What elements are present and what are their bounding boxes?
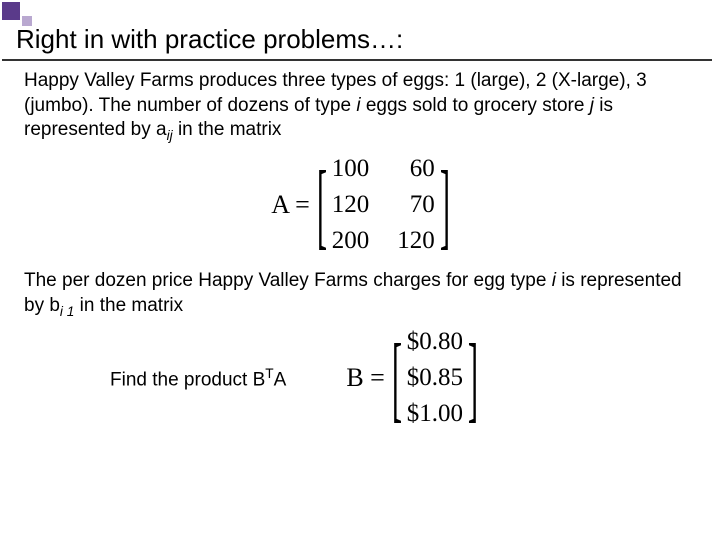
cell: 120 [332, 191, 370, 219]
matrix-a-block: A = [ 100 60 120 70 200 120 ] [0, 155, 720, 255]
subscript-i1: i 1 [60, 303, 74, 318]
problem-paragraph-2: The per dozen price Happy Valley Farms c… [0, 261, 720, 320]
cell: 200 [332, 227, 370, 255]
cell: $0.85 [407, 364, 463, 392]
cell: 100 [332, 155, 370, 183]
text: Find the product B [110, 369, 265, 390]
corner-square-small [22, 16, 32, 26]
text: A [274, 369, 287, 390]
bottom-row: Find the product BTA B = [ $0.80 $0.85 $… [0, 328, 720, 428]
text: The per dozen price Happy Valley Farms c… [24, 270, 552, 291]
text: in the matrix [74, 295, 183, 316]
cell: $0.80 [407, 328, 463, 356]
cell: $1.00 [407, 400, 463, 428]
matrix-a-label: A = [271, 190, 310, 220]
bracket-right-icon: ] [440, 163, 450, 247]
cell: 70 [397, 191, 435, 219]
superscript-t: T [265, 366, 273, 381]
find-product-text: Find the product BTA [110, 366, 286, 391]
slide-title: Right in with practice problems…: [2, 0, 712, 61]
cell: 60 [397, 155, 435, 183]
problem-paragraph-1: Happy Valley Farms produces three types … [0, 61, 720, 145]
matrix-b-label: B = [346, 363, 385, 393]
matrix-b-grid: $0.80 $0.85 $1.00 [401, 328, 469, 428]
matrix-b-block: B = [ $0.80 $0.85 $1.00 ] [346, 328, 477, 428]
bracket-right-icon: ] [468, 336, 478, 420]
text: eggs sold to grocery store [361, 95, 590, 116]
cell: 120 [397, 227, 435, 255]
matrix-a-grid: 100 60 120 70 200 120 [326, 155, 441, 255]
text: in the matrix [173, 119, 282, 140]
bracket-left-icon: [ [392, 336, 402, 420]
corner-square-large [2, 2, 20, 20]
bracket-left-icon: [ [317, 163, 327, 247]
